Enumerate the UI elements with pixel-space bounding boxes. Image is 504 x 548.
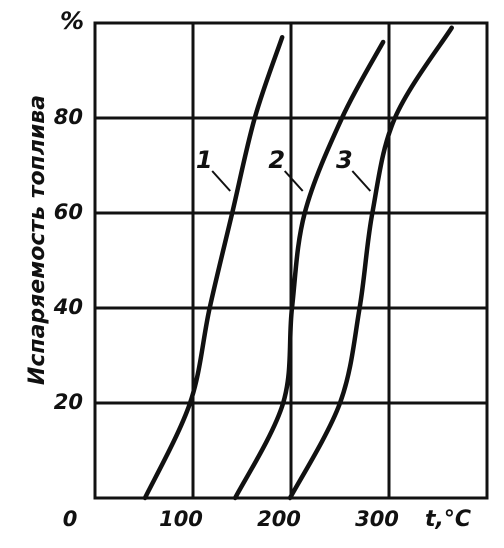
y-axis-label: Испаряемость топлива bbox=[25, 95, 50, 385]
y-tick-label: 40 bbox=[53, 295, 83, 319]
y-tick-label: 60 bbox=[54, 200, 83, 224]
x-tick-label: 200 bbox=[257, 507, 301, 531]
x-tick-label: 0 bbox=[63, 507, 78, 531]
x-axis-label: t,°C bbox=[425, 507, 471, 532]
x-tick-label: 100 bbox=[159, 507, 203, 531]
curve bbox=[287, 25, 454, 501]
curve bbox=[232, 39, 386, 501]
curve bbox=[142, 35, 285, 501]
y-unit: % bbox=[60, 7, 84, 35]
y-tick-label: 20 bbox=[54, 390, 83, 414]
leader-line bbox=[351, 170, 372, 192]
x-tick-label: 300 bbox=[355, 507, 399, 531]
leader-line bbox=[283, 170, 304, 192]
leader-line bbox=[211, 170, 231, 192]
y-tick-label: 80 bbox=[54, 105, 83, 129]
curve-label: 2 bbox=[268, 146, 285, 174]
curve-label: 3 bbox=[336, 146, 353, 174]
curve-label: 1 bbox=[196, 146, 213, 174]
